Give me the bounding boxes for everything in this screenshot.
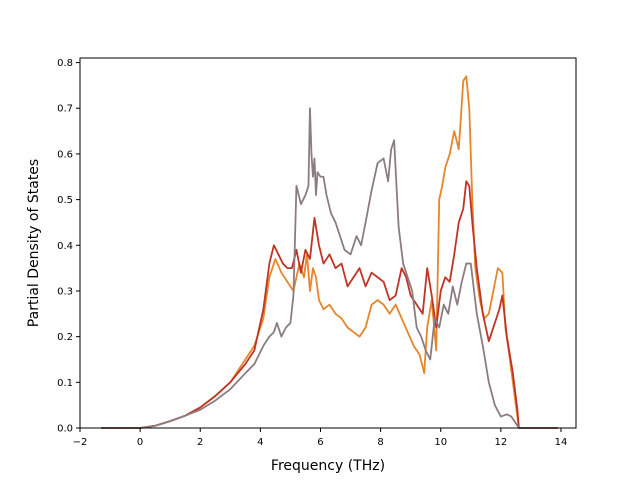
x-tick-label: 0	[137, 437, 143, 448]
x-tick-label: 4	[257, 437, 263, 448]
y-tick-label: 0.5	[57, 195, 73, 206]
x-tick-label: −2	[73, 437, 88, 448]
y-tick-label: 0.4	[57, 241, 73, 252]
series-line-1	[101, 75, 558, 429]
y-tick-label: 0.2	[57, 332, 73, 343]
series-line-3	[101, 107, 558, 429]
x-tick-label: 2	[197, 437, 203, 448]
y-tick-label: 0.8	[57, 58, 73, 69]
x-tick-label: 10	[434, 437, 447, 448]
x-axis-label: Frequency (THz)	[271, 458, 385, 474]
x-tick-label: 8	[377, 437, 383, 448]
axes-frame	[79, 57, 577, 429]
y-tick-label: 0.0	[57, 424, 73, 435]
x-tick-label: 6	[317, 437, 323, 448]
series-line-2	[101, 180, 558, 429]
y-axis-ticks: 0.0 0.1 0.2 0.3 0.4 0.5 0.6 0.7 0.8	[57, 58, 80, 435]
x-axis-ticks: −2 0 2 4 6 8 10 12 14	[73, 428, 568, 448]
y-tick-label: 0.1	[57, 378, 73, 389]
x-tick-label: 12	[494, 437, 507, 448]
y-tick-label: 0.3	[57, 286, 73, 297]
y-tick-label: 0.7	[57, 104, 73, 115]
y-axis-label: Partial Density of States	[26, 159, 42, 327]
x-tick-label: 14	[555, 437, 568, 448]
series-layer	[101, 75, 558, 429]
y-tick-label: 0.6	[57, 149, 73, 160]
